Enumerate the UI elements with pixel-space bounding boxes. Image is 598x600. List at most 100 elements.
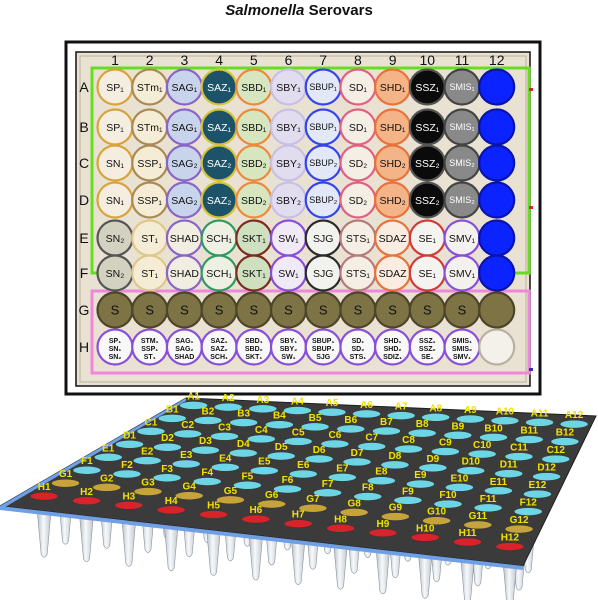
well: SBY₁	[269, 68, 308, 106]
well-label: SMV₁	[449, 268, 476, 280]
tube-cap	[289, 469, 318, 479]
well	[478, 68, 516, 106]
tube-label: E4	[219, 453, 232, 464]
well-label: SBUP₂	[309, 195, 338, 205]
tube-cap	[328, 473, 357, 482]
tube-label: B4	[273, 411, 286, 422]
well-label-line: SCH₁	[210, 354, 228, 361]
tube-cap	[320, 439, 350, 449]
side-mark-right-mid	[529, 206, 533, 209]
tube-cap	[213, 402, 243, 412]
tube-cap	[72, 465, 102, 475]
tube-label: G12	[510, 515, 529, 526]
tube-cap	[193, 416, 223, 425]
tube-label: G10	[427, 507, 446, 518]
tube-label: F3	[161, 464, 173, 475]
well: SDAZ	[374, 219, 412, 257]
well: SAZ₁	[200, 68, 238, 106]
well-label-line: ST₁	[144, 354, 156, 361]
row-label: E	[79, 230, 88, 246]
tube-label: D4	[237, 439, 250, 450]
well-label: S	[354, 303, 363, 318]
tube-cap	[157, 414, 187, 423]
tube-label: G11	[469, 511, 488, 522]
well-label: STm₁	[137, 122, 163, 134]
tube-label: D9	[426, 454, 439, 465]
tube-label: H8	[334, 514, 347, 525]
well-label-line: SSZ₂	[419, 346, 436, 353]
tube-label: C7	[365, 432, 378, 443]
well-label: SKT₁	[242, 233, 266, 245]
well-label: SN₁	[106, 158, 125, 170]
tube-label: C1	[145, 417, 158, 428]
well: SBD₁	[235, 68, 273, 106]
well-label: SHAD	[170, 233, 200, 245]
well: SW₁	[269, 254, 308, 292]
well-label: SMIS₂	[449, 158, 475, 168]
tube-cap	[156, 505, 186, 515]
column-label: 11	[455, 52, 470, 68]
well: SD₂	[339, 181, 377, 219]
plate-inner-edge	[79, 55, 527, 383]
well: S	[131, 291, 169, 329]
well: SHD₁	[374, 108, 412, 146]
well-label: S	[319, 303, 328, 318]
well-label: SMIS₂	[449, 195, 475, 205]
tube-cap	[357, 442, 386, 451]
tube-cap	[456, 466, 486, 475]
column-label: 8	[354, 52, 362, 68]
well-label: SJG	[313, 268, 333, 280]
tube-label: B2	[202, 406, 215, 417]
tube-label: A2	[222, 393, 235, 404]
tube-label: E3	[180, 450, 193, 461]
tube-label: G5	[224, 486, 238, 497]
tube-cap	[174, 491, 204, 500]
title-italic: Salmonella	[225, 2, 305, 19]
tube-cap	[115, 440, 144, 449]
well-label: SBD₂	[241, 195, 267, 207]
tube-label: F10	[439, 490, 457, 501]
well-label: SN₁	[106, 195, 125, 207]
tube-label: H9	[376, 519, 389, 530]
tube-cap	[173, 429, 202, 439]
well: SMIS₂	[443, 144, 481, 182]
tube-cap	[241, 514, 271, 524]
tube-label: G2	[100, 473, 114, 484]
well-label: SHD₂	[379, 195, 405, 207]
tube-label: B1	[166, 404, 179, 415]
tube-label: B7	[380, 417, 393, 428]
well-label-line: SMIS₂	[452, 346, 472, 353]
tube-cap	[29, 491, 59, 501]
well: SN₂	[96, 254, 134, 292]
plate-3d-front-edge	[0, 506, 523, 570]
tube-label: E6	[297, 460, 310, 471]
tube-cap	[495, 542, 525, 551]
tube-cap	[92, 483, 121, 492]
tube-label: C4	[255, 425, 268, 436]
well-circle	[478, 291, 516, 329]
well-label: SBD₂	[241, 158, 267, 170]
tube-label: H1	[38, 482, 51, 493]
well-label: SW₁	[278, 233, 299, 245]
tube-cap	[380, 460, 410, 470]
tube-label: G4	[183, 482, 197, 493]
tube-cap	[247, 434, 276, 444]
well-label: SBD₁	[241, 122, 267, 134]
well: SDAZ	[374, 254, 412, 292]
well-label-line: SD₂	[351, 346, 364, 353]
column-label: 7	[319, 52, 327, 68]
tube-label: F6	[282, 475, 294, 486]
row-label: A	[79, 79, 89, 95]
tube-cap	[513, 507, 543, 516]
tube-cap	[342, 457, 372, 467]
well-circle	[478, 144, 516, 182]
tube-cap	[467, 449, 497, 459]
well-label: SE₁	[419, 268, 437, 280]
tube-cap	[132, 456, 162, 465]
tube-cap	[406, 479, 435, 489]
well-circle	[478, 68, 516, 106]
well-label: SSZ₁	[415, 82, 439, 94]
tube-label: H5	[207, 501, 220, 512]
